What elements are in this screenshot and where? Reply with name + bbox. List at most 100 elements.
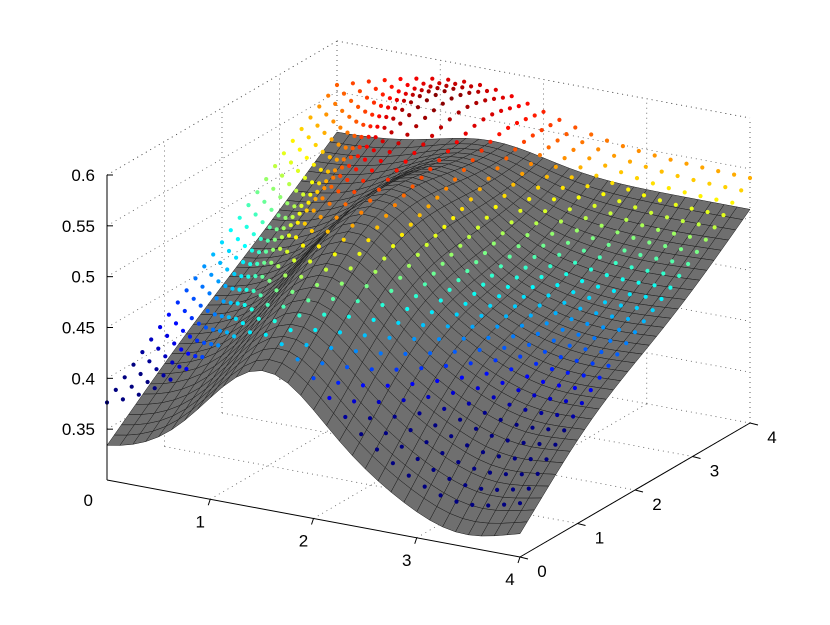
data-point: [373, 86, 378, 91]
data-point: [716, 169, 721, 174]
data-point: [472, 291, 477, 296]
data-point: [239, 274, 244, 279]
data-point: [512, 456, 517, 461]
data-point: [553, 311, 558, 316]
data-point: [332, 168, 338, 173]
data-point: [315, 282, 320, 288]
data-point: [622, 248, 627, 253]
data-point: [491, 241, 496, 246]
data-point: [458, 417, 463, 422]
data-point: [398, 121, 403, 126]
data-point: [230, 286, 235, 291]
data-point: [423, 115, 428, 120]
data-point: [258, 236, 263, 241]
data-point: [442, 89, 447, 94]
data-point: [369, 168, 375, 173]
data-point: [316, 244, 321, 249]
data-point: [433, 92, 438, 98]
data-point: [440, 261, 445, 266]
data-point: [573, 260, 578, 265]
data-point: [599, 349, 604, 355]
data-point: [278, 246, 283, 251]
data-point: [627, 159, 633, 164]
data-point: [274, 227, 279, 232]
data-point: [686, 261, 691, 267]
data-point: [705, 209, 710, 215]
data-point: [295, 168, 301, 173]
data-point: [557, 252, 562, 257]
data-point: [330, 296, 336, 302]
data-point: [278, 195, 283, 200]
data-point: [373, 269, 378, 274]
data-point: [394, 168, 399, 173]
data-point: [449, 96, 454, 101]
data-point: [468, 361, 473, 366]
data-point: [385, 383, 390, 388]
data-point: [371, 100, 377, 105]
data-point: [306, 135, 311, 140]
data-point: [470, 158, 475, 163]
data-point: [507, 106, 512, 111]
data-point: [156, 346, 161, 351]
data-point: [334, 215, 339, 220]
data-point: [444, 83, 449, 88]
y-tick-mark: [519, 556, 529, 560]
data-point: [521, 294, 526, 299]
data-point: [532, 113, 537, 118]
data-point: [625, 316, 631, 322]
data-point: [592, 336, 597, 341]
data-point: [401, 193, 406, 198]
data-point: [347, 114, 352, 119]
data-point: [377, 114, 382, 119]
data-point: [526, 486, 531, 491]
data-point: [638, 252, 643, 258]
data-point: [345, 130, 350, 135]
data-point: [596, 147, 601, 152]
data-point: [421, 142, 426, 147]
data-point: [387, 335, 392, 340]
data-point: [576, 332, 581, 337]
data-point: [491, 395, 496, 400]
data-point: [666, 186, 671, 191]
data-point: [495, 324, 500, 329]
data-point: [247, 330, 253, 335]
data-point: [225, 267, 230, 272]
data-point: [269, 207, 274, 212]
data-point: [288, 328, 293, 333]
data-point: [253, 274, 258, 279]
data-point: [528, 313, 533, 318]
data-point: [532, 393, 537, 398]
grid-line: [106, 40, 338, 176]
x-tick-label: 1: [196, 512, 205, 531]
data-point: [500, 95, 505, 100]
data-point: [154, 367, 159, 372]
data-point: [426, 89, 431, 94]
data-point: [324, 179, 329, 184]
z-tick-label: 0.35: [62, 420, 95, 439]
data-point: [504, 156, 509, 161]
data-point: [276, 213, 281, 218]
data-point: [163, 354, 168, 359]
data-point: [509, 94, 514, 99]
data-point: [405, 82, 410, 88]
data-point: [374, 447, 380, 452]
data-point: [747, 175, 753, 181]
data-point: [588, 388, 593, 393]
data-point: [428, 84, 433, 89]
data-point: [399, 232, 405, 237]
data-point: [511, 182, 516, 187]
points-layer: [104, 76, 753, 508]
data-point: [477, 82, 483, 88]
data-point: [166, 312, 171, 317]
data-point: [629, 265, 634, 270]
data-point: [232, 334, 237, 339]
data-point: [113, 387, 118, 392]
data-point: [447, 117, 452, 122]
data-point: [557, 117, 562, 122]
data-point: [626, 187, 631, 192]
data-point: [318, 214, 323, 220]
data-point: [442, 224, 447, 229]
data-point: [396, 89, 401, 94]
data-point: [484, 88, 490, 94]
data-point: [678, 247, 684, 252]
